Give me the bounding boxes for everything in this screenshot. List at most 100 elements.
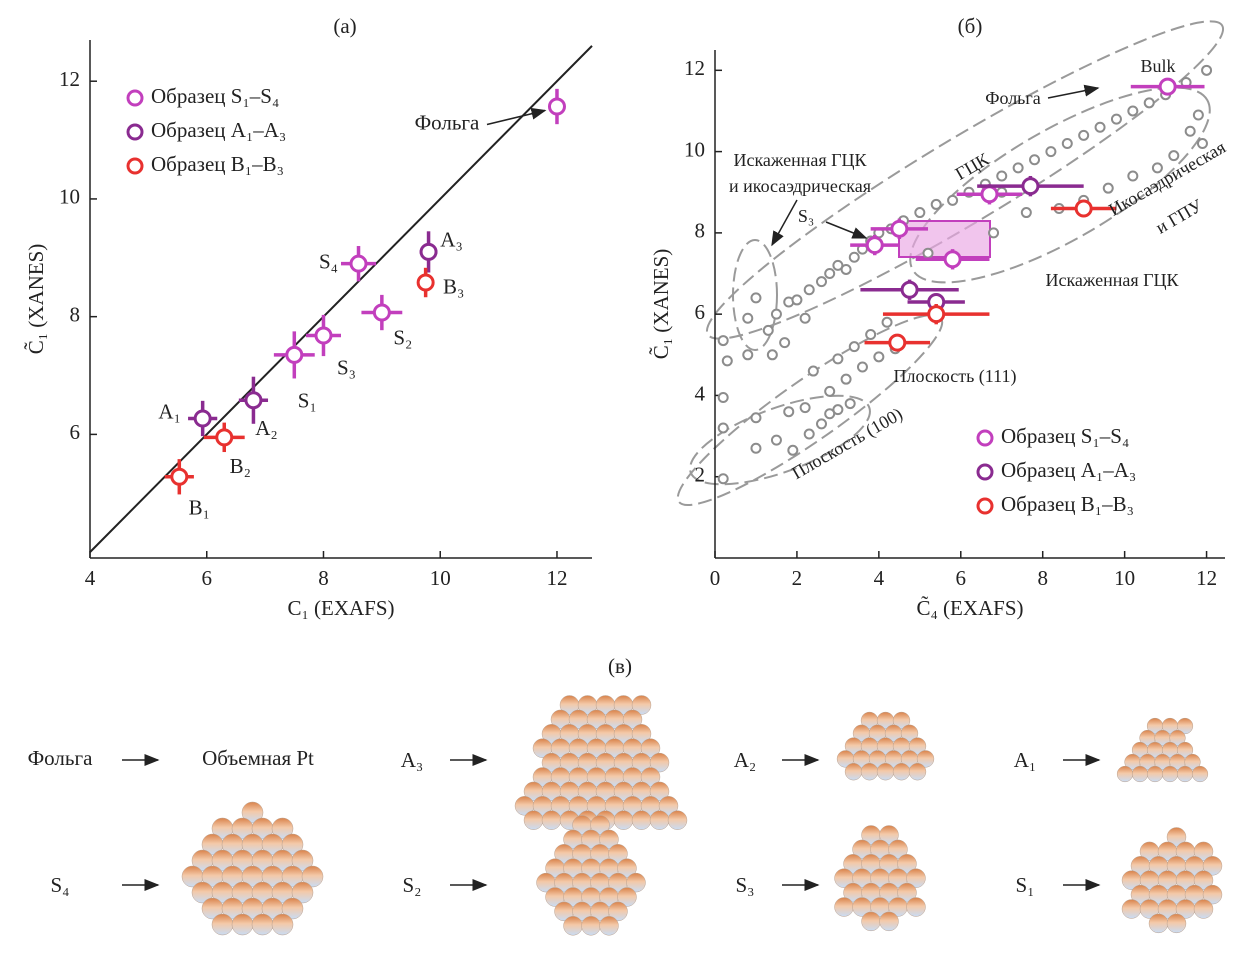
atom (1162, 766, 1178, 782)
simulation-point (1079, 131, 1088, 140)
y-axis-label: C̃₁ (XANES) (649, 249, 673, 360)
annotation: Фольга (985, 88, 1041, 108)
y-tick-label: 10 (59, 185, 80, 209)
point-label: Фольга (415, 110, 480, 134)
annotation: Икосаэдрическая (1105, 137, 1229, 220)
data-point (982, 187, 997, 202)
data-point (287, 347, 302, 362)
point-label: S₃ (337, 355, 356, 379)
atom (1122, 900, 1141, 919)
annotation: Плоскость (100) (788, 404, 906, 484)
x-tick-label: 2 (792, 566, 803, 590)
item-label: S₄ (50, 873, 69, 897)
simulation-point (1030, 155, 1039, 164)
simulation-point (719, 336, 728, 345)
data-point (217, 430, 232, 445)
atom (861, 763, 878, 780)
x-tick-label: 10 (430, 566, 451, 590)
item-label: S₁ (1015, 873, 1034, 897)
atom (1117, 766, 1133, 782)
data-point (945, 252, 960, 267)
point-label: A₂ (255, 416, 278, 440)
data-point (892, 221, 907, 236)
atom (212, 914, 233, 935)
x-tick-label: 4 (874, 566, 885, 590)
annotation: S₃ (798, 206, 814, 226)
simulation-point (772, 310, 781, 319)
y-tick-label: 8 (70, 302, 81, 326)
item-label: S₂ (402, 873, 421, 897)
simulation-point (842, 265, 851, 274)
simulation-point (842, 375, 851, 384)
cluster-image (537, 816, 646, 936)
legend-marker (128, 125, 142, 139)
item-label: S₃ (735, 873, 754, 897)
atom (880, 912, 899, 931)
cluster-image (1117, 718, 1208, 782)
x-tick-label: 12 (546, 566, 567, 590)
simulation-point (801, 314, 810, 323)
simulation-point (1128, 171, 1137, 180)
y-tick-label: 4 (695, 381, 706, 405)
atom (564, 916, 583, 935)
data-point (902, 282, 917, 297)
simulation-point (874, 352, 883, 361)
simulation-point (751, 413, 760, 422)
simulation-point (784, 407, 793, 416)
atom (650, 811, 669, 830)
simulation-point (1112, 115, 1121, 124)
item-label: A₂ (734, 748, 757, 772)
point-label: S₂ (393, 325, 412, 349)
data-point (929, 307, 944, 322)
simulation-point (825, 269, 834, 278)
data-point (351, 256, 366, 271)
simulation-point (788, 446, 797, 455)
atom (1167, 914, 1186, 933)
x-tick-label: 8 (318, 566, 329, 590)
simulation-point (825, 387, 834, 396)
simulation-point (850, 342, 859, 351)
x-tick-label: 0 (710, 566, 721, 590)
x-tick-label: 4 (85, 566, 96, 590)
legend-label: Образец A₁–A₃ (1001, 458, 1136, 482)
item-label: A₃ (401, 748, 424, 772)
cluster-image (1122, 828, 1222, 933)
data-point (418, 275, 433, 290)
simulation-point (809, 367, 818, 376)
annotation: Bulk (1140, 56, 1175, 76)
chart-title: (б) (958, 14, 983, 38)
data-point (246, 393, 261, 408)
simulation-point (850, 253, 859, 262)
atom (877, 763, 894, 780)
arrow (1048, 88, 1098, 98)
atom (632, 811, 651, 830)
atom (614, 811, 633, 830)
point-label: B₁ (189, 496, 210, 520)
x-axis-label: C̃₄ (EXAFS) (916, 596, 1023, 620)
y-tick-label: 8 (695, 219, 706, 243)
atom (893, 763, 910, 780)
y-tick-label: 2 (695, 463, 706, 487)
simulation-point (780, 338, 789, 347)
data-point (172, 469, 187, 484)
atom (835, 898, 854, 917)
simulation-point (1128, 106, 1137, 115)
simulation-point (817, 419, 826, 428)
simulation-point (751, 293, 760, 302)
atom (1192, 766, 1208, 782)
y-tick-label: 6 (695, 300, 706, 324)
page: (а)4681012681012C₁ (EXAFS)C̃₁ (XANES)S₁S… (0, 0, 1238, 976)
legend-label: Образец S₁–S₄ (1001, 424, 1129, 448)
cluster-image (837, 712, 934, 780)
simulation-point (751, 444, 760, 453)
point-label: A₁ (158, 399, 181, 423)
y-tick-label: 6 (70, 420, 81, 444)
atom (1177, 766, 1193, 782)
atom (668, 811, 687, 830)
item-label: Объемная Pt (202, 746, 314, 770)
annotation: Искаженная ГЦК (733, 150, 867, 170)
simulation-point (1046, 147, 1055, 156)
annotation: и икосаэдрическая (729, 176, 871, 196)
legend-label: Образец B₁–B₃ (1001, 492, 1134, 516)
simulation-point (792, 295, 801, 304)
